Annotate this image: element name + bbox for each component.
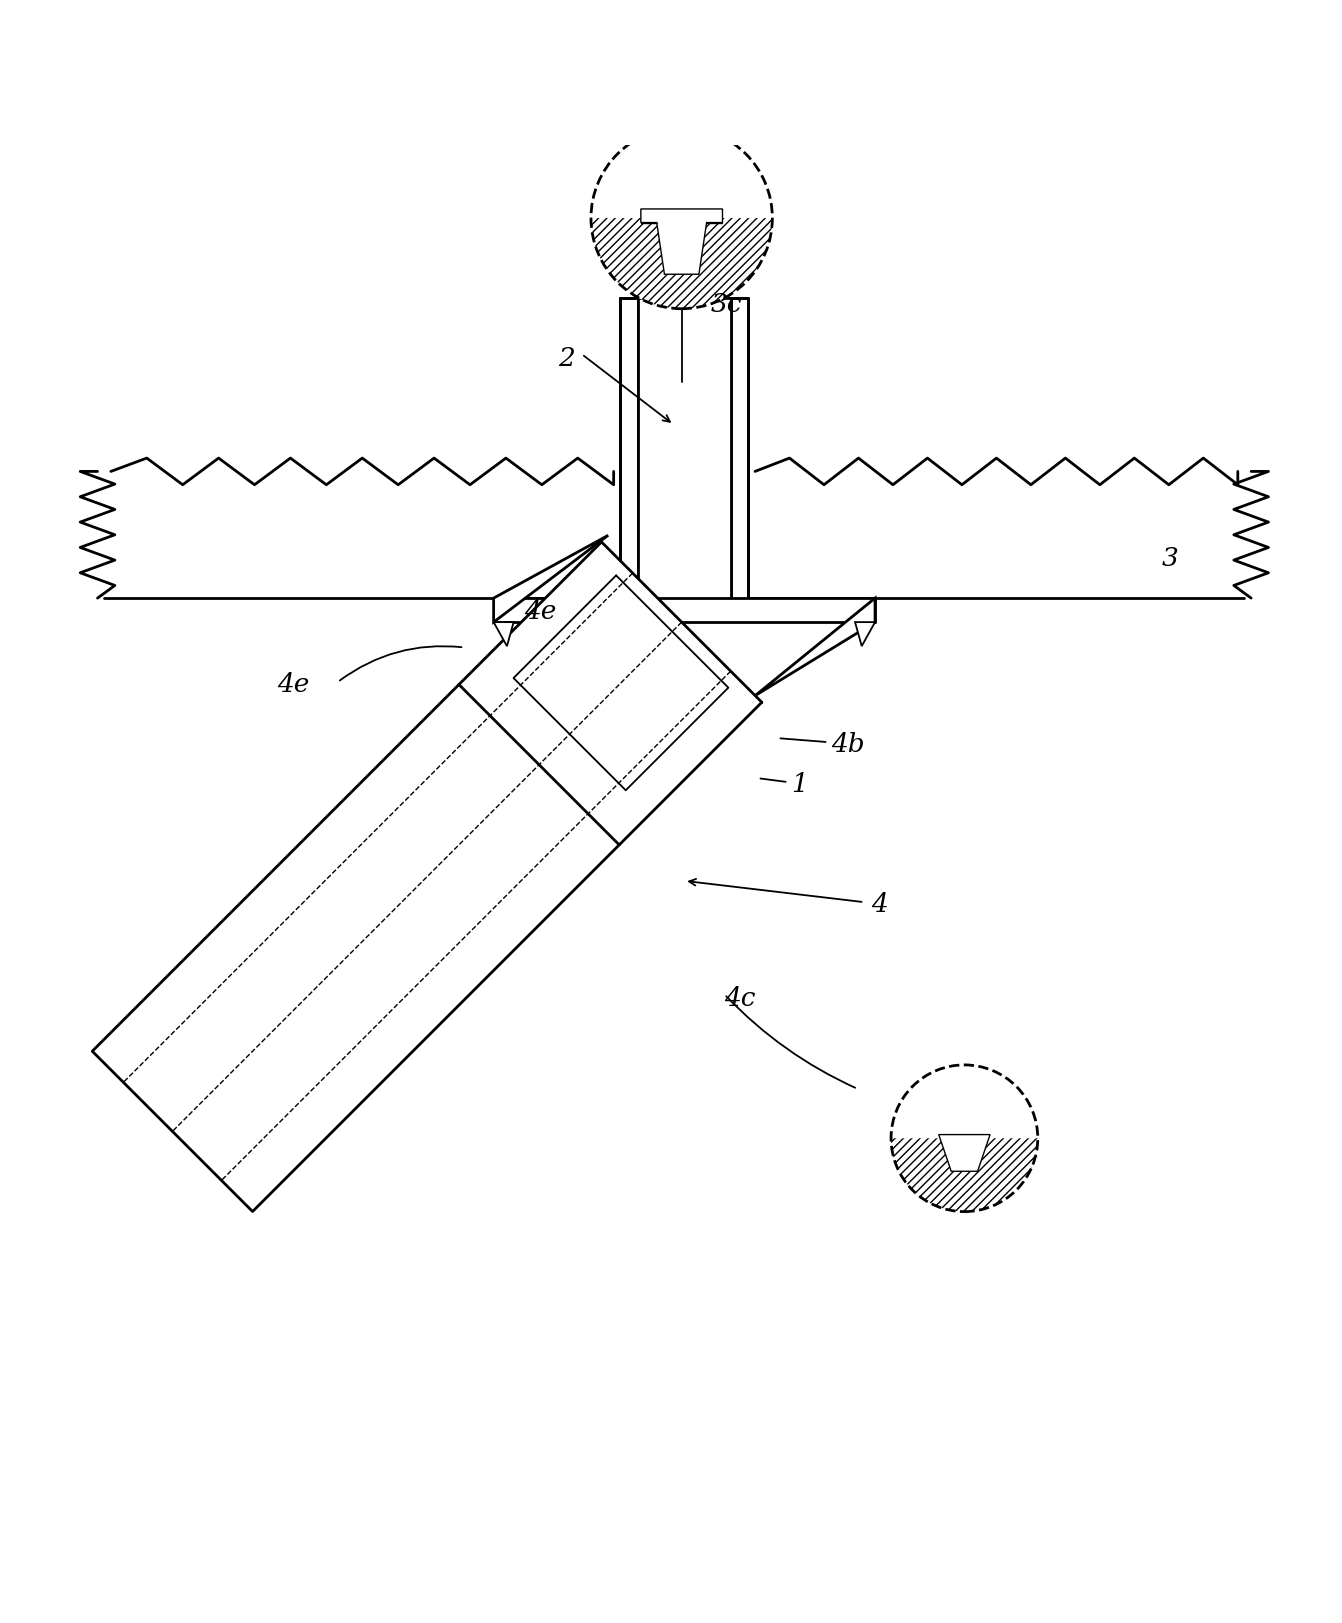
Polygon shape	[939, 1134, 990, 1172]
Polygon shape	[891, 1138, 1037, 1212]
Text: 4e: 4e	[525, 599, 557, 623]
Text: 3: 3	[1162, 545, 1178, 571]
Circle shape	[590, 127, 773, 308]
Text: 2: 2	[558, 346, 574, 370]
Polygon shape	[855, 622, 875, 646]
Polygon shape	[756, 599, 875, 696]
Polygon shape	[641, 209, 722, 274]
Text: 1: 1	[790, 773, 808, 797]
Polygon shape	[590, 217, 773, 308]
Text: 4c: 4c	[725, 985, 756, 1011]
Text: 3c: 3c	[711, 292, 742, 316]
Polygon shape	[637, 299, 731, 599]
Text: 4e: 4e	[278, 672, 310, 698]
Text: 4b: 4b	[831, 732, 864, 758]
Text: 4: 4	[871, 893, 888, 917]
Polygon shape	[494, 599, 875, 622]
Polygon shape	[494, 622, 514, 646]
Polygon shape	[93, 542, 762, 1211]
Polygon shape	[494, 536, 608, 622]
Polygon shape	[98, 299, 1251, 599]
Circle shape	[891, 1065, 1037, 1212]
